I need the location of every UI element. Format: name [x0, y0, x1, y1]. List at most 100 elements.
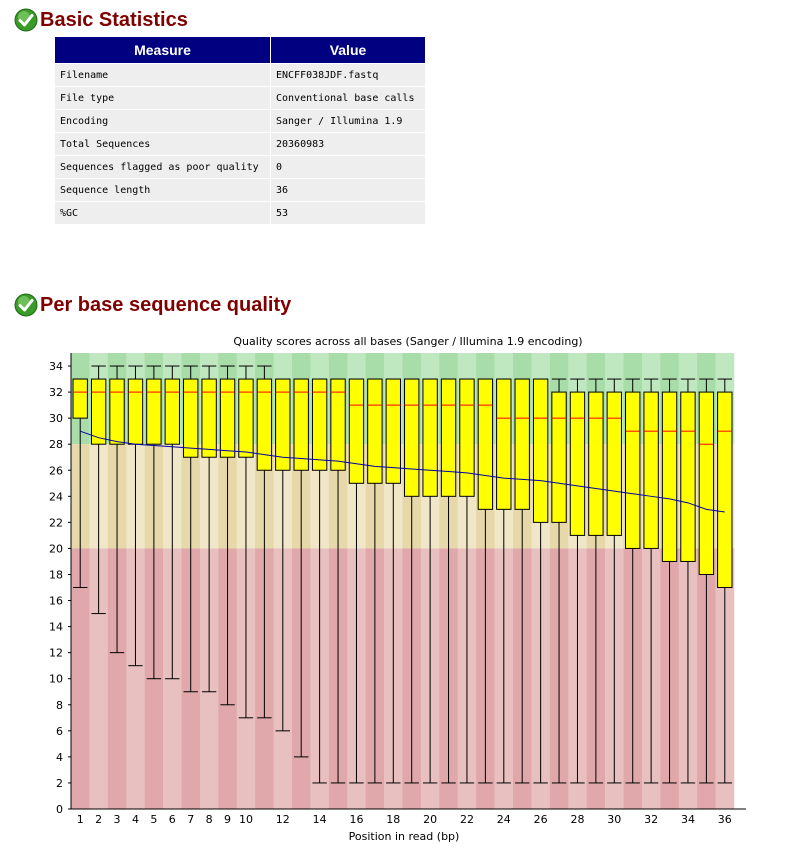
y-tick-label: 8: [56, 699, 63, 712]
y-tick-label: 10: [49, 673, 63, 686]
box-position-21: [440, 378, 457, 784]
box-position-12: [275, 378, 291, 732]
quartile-box: [164, 378, 180, 445]
quartile-box: [330, 378, 346, 471]
x-tick-label: 3: [114, 813, 121, 826]
table-row: Sequences flagged as poor quality 0: [55, 156, 425, 178]
check-icon: [14, 293, 38, 317]
value-cell: Sanger / Illumina 1.9: [271, 110, 425, 132]
quartile-box: [459, 378, 475, 497]
section-title: Per base sequence quality: [40, 293, 292, 316]
y-tick-label: 0: [56, 803, 63, 816]
box-position-30: [606, 378, 622, 784]
x-tick-label: 5: [150, 813, 157, 826]
box-position-3: [109, 365, 125, 654]
box-position-33: [661, 378, 678, 784]
box-position-13: [293, 378, 309, 758]
y-tick-label: 24: [49, 490, 63, 503]
box-position-10: [238, 365, 254, 719]
x-tick-label: 24: [497, 813, 511, 826]
column-header-value: Value: [271, 37, 425, 63]
y-tick-label: 20: [49, 542, 63, 555]
y-tick-label: 18: [49, 568, 63, 581]
quartile-box: [551, 391, 567, 523]
table-row: Total Sequences 20360983: [55, 133, 425, 155]
box-position-35: [698, 378, 715, 784]
table-row: File type Conventional base calls: [55, 87, 425, 109]
measure-cell: Total Sequences: [55, 133, 270, 155]
quartile-box: [311, 378, 328, 471]
table-row: Filename ENCFF038JDF.fastq: [55, 64, 425, 86]
measure-cell: Filename: [55, 64, 270, 86]
box-position-36: [717, 378, 733, 784]
quartile-box: [569, 391, 586, 536]
y-tick-label: 16: [49, 595, 63, 608]
box-position-22: [459, 378, 475, 784]
x-tick-label: 9: [224, 813, 231, 826]
box-position-11: [256, 365, 273, 719]
x-tick-label: 26: [534, 813, 548, 826]
quartile-box: [661, 391, 678, 562]
y-tick-label: 6: [56, 725, 63, 738]
value-cell: 20360983: [271, 133, 425, 155]
quartile-box: [367, 378, 383, 484]
box-position-28: [569, 378, 586, 784]
box-position-17: [367, 378, 383, 784]
quartile-box: [219, 378, 236, 458]
box-position-18: [385, 378, 401, 784]
basic-statistics-table: Measure Value Filename ENCFF038JDF.fastq …: [54, 36, 426, 225]
quartile-box: [625, 391, 641, 549]
chart-title: Quality scores across all bases (Sanger …: [233, 335, 582, 348]
box-position-1: [72, 378, 88, 589]
quartile-box: [496, 378, 512, 510]
section-title: Basic Statistics: [40, 8, 188, 31]
quartile-box: [90, 378, 107, 445]
zone-bad-band: [107, 548, 127, 809]
x-tick-label: 10: [239, 813, 253, 826]
box-position-24: [496, 378, 512, 784]
table-row: %GC 53: [55, 202, 425, 224]
quartile-box: [127, 378, 144, 445]
measure-cell: Sequence length: [55, 179, 270, 201]
x-tick-label: 12: [276, 813, 290, 826]
measure-cell: Encoding: [55, 110, 270, 132]
x-tick-label: 22: [460, 813, 474, 826]
y-tick-label: 2: [56, 777, 63, 790]
box-position-26: [532, 378, 549, 784]
box-position-29: [588, 378, 604, 784]
x-tick-label: 16: [349, 813, 363, 826]
quartile-box: [275, 378, 291, 471]
value-cell: ENCFF038JDF.fastq: [271, 64, 425, 86]
y-tick-label: 14: [49, 621, 63, 634]
x-tick-label: 34: [681, 813, 695, 826]
x-tick-label: 6: [169, 813, 176, 826]
x-tick-label: 8: [206, 813, 213, 826]
x-tick-label: 36: [718, 813, 732, 826]
quartile-box: [422, 378, 438, 497]
box-position-6: [164, 365, 180, 680]
quartile-box: [514, 378, 530, 510]
box-position-9: [219, 365, 236, 706]
box-position-31: [625, 378, 641, 784]
quartile-box: [440, 378, 457, 497]
box-position-5: [146, 365, 162, 680]
quartile-box: [183, 378, 199, 458]
zone-bad-band: [126, 548, 145, 809]
box-position-23: [477, 378, 494, 784]
quartile-box: [201, 378, 217, 458]
y-tick-label: 32: [49, 386, 63, 399]
quartile-box: [238, 378, 254, 458]
value-cell: 36: [271, 179, 425, 201]
basic-statistics-header: Basic Statistics: [14, 6, 188, 34]
table-row: Sequence length 36: [55, 179, 425, 201]
quartile-box: [146, 378, 162, 445]
y-tick-label: 26: [49, 464, 63, 477]
box-position-19: [404, 378, 420, 784]
box-position-32: [643, 378, 659, 784]
box-position-14: [311, 378, 328, 784]
box-position-15: [330, 378, 346, 784]
quartile-box: [588, 391, 604, 536]
column-header-measure: Measure: [55, 37, 270, 63]
x-tick-label: 18: [386, 813, 400, 826]
value-cell: Conventional base calls: [271, 87, 425, 109]
